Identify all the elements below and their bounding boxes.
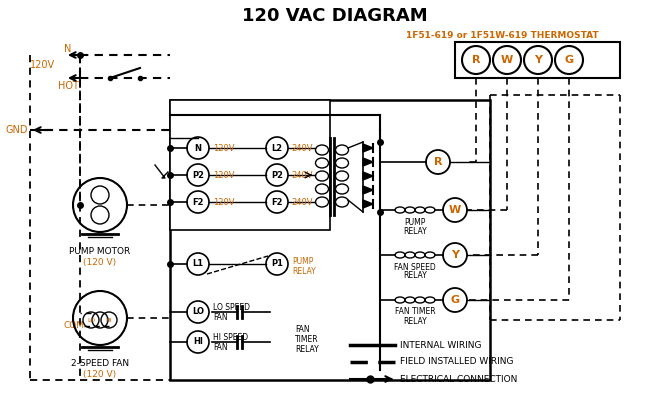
Text: FAN: FAN [213, 313, 228, 321]
Text: 1F51-619 or 1F51W-619 THERMOSTAT: 1F51-619 or 1F51W-619 THERMOSTAT [406, 31, 598, 39]
Text: LO: LO [87, 318, 95, 323]
Bar [455, 42, 620, 78]
Text: L2: L2 [271, 143, 283, 153]
Text: (120 V): (120 V) [84, 258, 117, 266]
Text: PUMP MOTOR: PUMP MOTOR [70, 246, 131, 256]
Text: 120 VAC DIAGRAM: 120 VAC DIAGRAM [242, 7, 428, 25]
Text: ELECTRICAL CONNECTION: ELECTRICAL CONNECTION [400, 375, 517, 383]
Text: G: G [450, 295, 460, 305]
Text: TIMER: TIMER [295, 336, 319, 344]
Text: RELAY: RELAY [295, 346, 319, 354]
Text: 2-SPEED FAN: 2-SPEED FAN [71, 360, 129, 368]
Polygon shape [363, 200, 373, 208]
Text: 240V: 240V [291, 171, 312, 179]
Text: FAN: FAN [213, 342, 228, 352]
Text: PUMP: PUMP [404, 217, 425, 227]
Text: FAN SPEED: FAN SPEED [394, 262, 436, 272]
Text: N: N [64, 44, 72, 54]
Text: RELAY: RELAY [292, 267, 316, 277]
Text: W: W [449, 205, 461, 215]
Text: LO: LO [192, 308, 204, 316]
Text: R: R [433, 157, 442, 167]
Text: F2: F2 [271, 197, 283, 207]
Bar [170, 100, 490, 380]
Polygon shape [363, 172, 373, 180]
Text: P1: P1 [271, 259, 283, 269]
Text: HI: HI [106, 318, 113, 323]
Text: P2: P2 [192, 171, 204, 179]
Text: HOT: HOT [58, 81, 78, 91]
Text: HI: HI [193, 337, 203, 347]
Text: L1: L1 [192, 259, 204, 269]
Polygon shape [363, 144, 373, 152]
Text: RELAY: RELAY [403, 227, 427, 235]
Text: 240V: 240V [291, 143, 312, 153]
Text: N: N [194, 143, 202, 153]
Text: GND: GND [5, 125, 27, 135]
Text: 120V: 120V [30, 60, 55, 70]
Bar [170, 100, 330, 230]
Text: P2: P2 [271, 171, 283, 179]
Text: RELAY: RELAY [403, 272, 427, 280]
Text: HI SPEED: HI SPEED [213, 333, 248, 341]
Text: 120V: 120V [213, 143, 234, 153]
Polygon shape [363, 186, 373, 194]
Text: G: G [564, 55, 574, 65]
Text: LO SPEED: LO SPEED [213, 303, 250, 311]
Text: FAN: FAN [295, 326, 310, 334]
Text: RELAY: RELAY [403, 316, 427, 326]
Text: Y: Y [534, 55, 542, 65]
Text: FAN TIMER: FAN TIMER [395, 308, 436, 316]
Text: 8A18Z-2: 8A18Z-2 [220, 103, 265, 113]
Text: FIELD INSTALLED WIRING: FIELD INSTALLED WIRING [400, 357, 513, 367]
Text: INTERNAL WIRING: INTERNAL WIRING [400, 341, 482, 349]
Text: Y: Y [451, 250, 459, 260]
Polygon shape [363, 158, 373, 166]
Text: W: W [501, 55, 513, 65]
Text: 120V: 120V [213, 171, 234, 179]
Text: R: R [472, 55, 480, 65]
Text: COM: COM [63, 321, 84, 331]
Text: 120V: 120V [213, 197, 234, 207]
Text: F2: F2 [192, 197, 204, 207]
Text: (120 V): (120 V) [84, 370, 117, 380]
Text: 240V: 240V [291, 197, 312, 207]
Text: PUMP: PUMP [292, 256, 314, 266]
